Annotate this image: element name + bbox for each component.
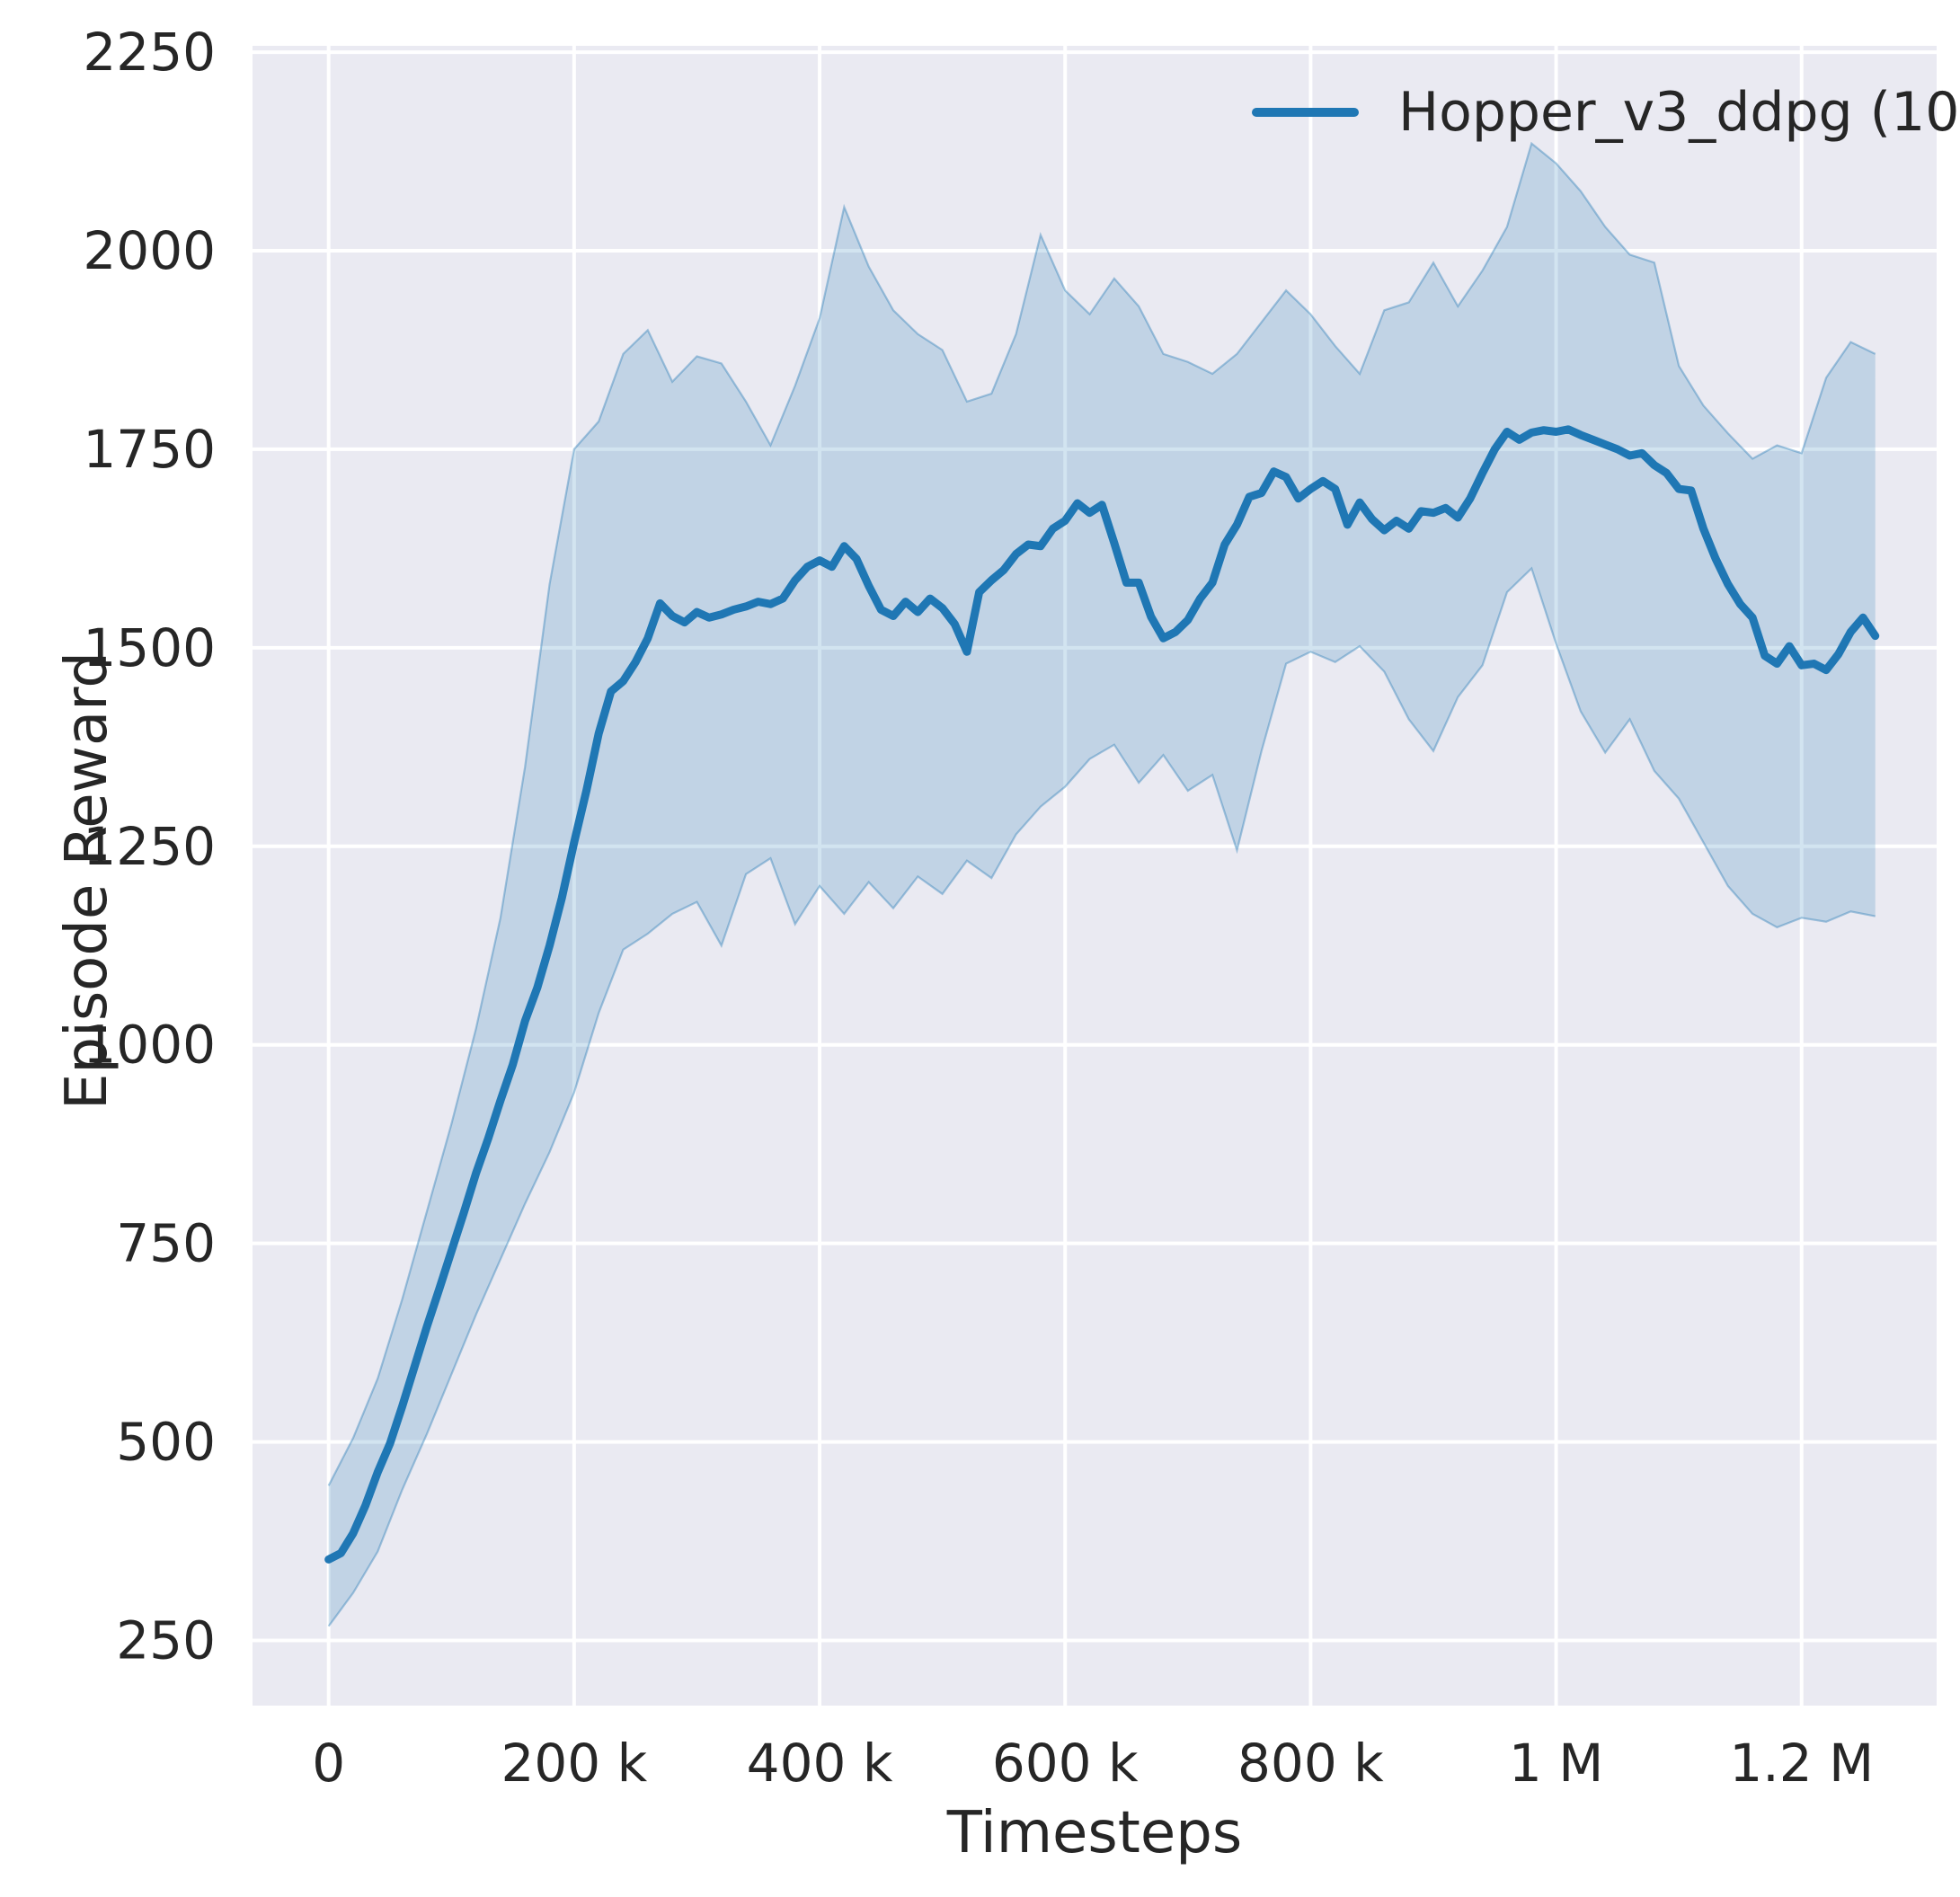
y-tick-label: 1000 [83,1015,216,1076]
x-tick-label: 800 k [1237,1733,1384,1794]
y-tick-label: 500 [116,1412,216,1473]
plot-background [253,46,1937,1706]
x-tick-label: 400 k [747,1733,893,1794]
y-tick-label: 1750 [83,419,216,480]
x-axis-label: Timesteps [946,1800,1243,1866]
y-tick-label: 1250 [83,816,216,877]
legend-series-label: Hopper_v3_ddpg (10) [1398,81,1960,144]
confidence-band-upper-edge [327,141,1876,1486]
mean-reward-line [324,425,1880,1564]
y-tick-label: 1500 [83,617,216,678]
confidence-band-lower-edge [327,566,1876,1627]
x-tick-label: 1.2 M [1729,1733,1874,1794]
x-tick-label: 600 k [992,1733,1139,1794]
confidence-band [328,143,1876,1627]
y-tick-label: 2000 [83,220,216,281]
y-tick-label: 250 [116,1610,216,1671]
legend-line-swatch [1252,108,1359,117]
x-tick-label: 1 M [1509,1733,1603,1794]
legend: Hopper_v3_ddpg (10) [1252,81,1960,144]
x-tick-label: 0 [312,1733,345,1794]
y-axis-label: Episode Reward [54,651,120,1111]
x-tick-label: 200 k [501,1733,647,1794]
y-tick-label: 750 [116,1213,216,1274]
y-tick-label: 2250 [83,22,216,83]
